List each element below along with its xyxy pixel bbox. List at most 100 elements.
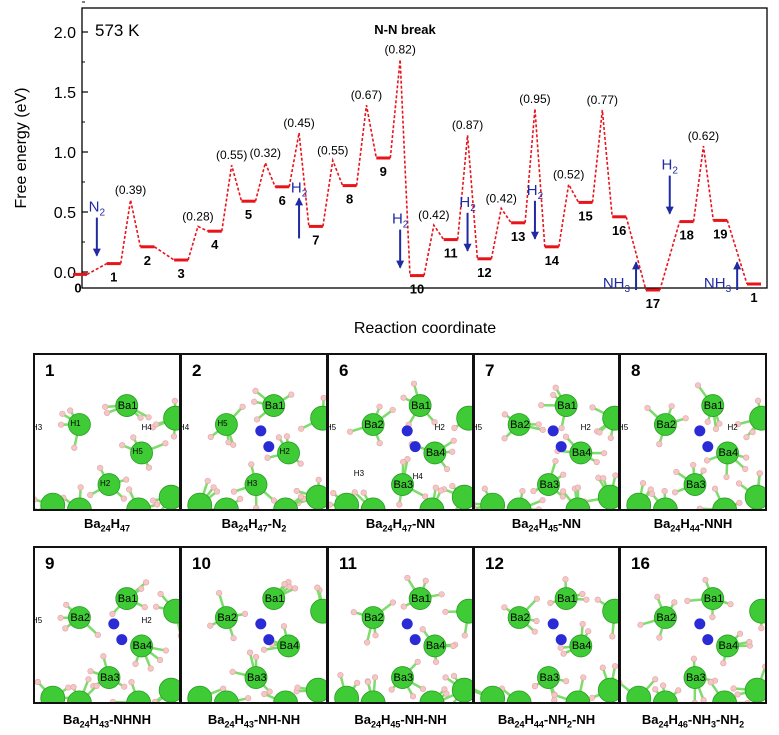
structure-formula: Ba24H44-NNH (653, 516, 733, 534)
atom-label: Ba1 (703, 399, 724, 412)
atom-label: H2 (279, 446, 290, 456)
energy-connector (153, 246, 175, 261)
atom-label: H1 (70, 418, 81, 428)
energy-connector (389, 59, 411, 276)
barrier-label: (0.87) (452, 118, 483, 132)
arrow-head (632, 261, 641, 270)
molecule-structure-image (187, 579, 326, 702)
state-label: 13 (511, 229, 525, 244)
arrow-head (733, 261, 742, 270)
panel-number: 8 (631, 361, 641, 380)
atom-label: H2 (727, 423, 738, 433)
structure-panel: Ba1 Ba2 Ba4 Ba3 10 (180, 546, 328, 704)
state-label: 6 (279, 193, 286, 208)
structure-formula: Ba24H47-NN (365, 516, 436, 534)
atom-label: H2 (141, 616, 152, 626)
plot-frame (81, 7, 768, 289)
atom-label: H5 (621, 423, 629, 433)
free-energy-chart: 0.0 0.5 1.0 1.5 2.0 Free energy (eV) Reaction … (13, 1, 768, 337)
atom-label: Ba4 (279, 639, 300, 652)
y-tick-label: 1.0 (54, 145, 76, 162)
atom-label: Ba1 (557, 592, 577, 605)
structure-panel: Ba1 Ba2 Ba4 Ba3 11 (327, 546, 474, 704)
x-axis-label: Reaction coordinate (354, 320, 496, 337)
structure-panel: Ba1 Ba2 Ba4 Ba3 16 (619, 546, 767, 704)
structure-panel: Ba1 H5 H2 H3 H4 2 (180, 353, 328, 511)
atom-label: Ba1 (264, 399, 285, 412)
energy-connector (456, 135, 479, 259)
energy-connector (659, 221, 681, 291)
energy-connector (119, 199, 142, 264)
barrier-label: (0.95) (519, 92, 550, 106)
y-tick-label: 0.0 (54, 265, 76, 282)
y-axis-label: Free energy (eV) (13, 88, 30, 209)
atom-label: H3 (35, 423, 43, 433)
panel-number: 7 (485, 361, 495, 380)
atom-label: Ba1 (264, 592, 285, 605)
atom-label: Ba1 (117, 399, 138, 412)
structure-formula: Ba24H43-NHNH (63, 712, 151, 730)
panel-number: 6 (339, 361, 349, 380)
molecule-structure-image (334, 574, 472, 702)
state-label: 1 (750, 290, 757, 305)
state-label: 12 (477, 265, 491, 280)
energy-connector (254, 160, 276, 202)
state-label: 19 (713, 226, 727, 241)
structure-formula: Ba24H45-NN (511, 516, 582, 534)
energy-connector (86, 262, 108, 276)
gas-label: N2 (89, 199, 106, 219)
energy-connector (726, 220, 748, 285)
structure-panel: Ba1 H1 H5 H2 H3 H4 1 (33, 353, 181, 511)
panel-number: 2 (192, 361, 202, 380)
atom-label: H4 (182, 423, 190, 433)
energy-connector (490, 206, 512, 259)
gas-label: NH3 (704, 275, 732, 295)
structure-formula: Ba24H46-NH3-NH2 (641, 712, 745, 730)
atom-label: H4 (141, 423, 152, 433)
y-tick-label: 0.5 (54, 205, 76, 222)
atom-label: Ba2 (656, 611, 676, 624)
atom-label: Ba3 (539, 671, 560, 684)
energy-connector (423, 223, 445, 276)
barrier-label: (0.45) (283, 116, 314, 130)
gas-label: H2 (392, 211, 409, 231)
atom-label: H5 (35, 616, 43, 626)
atom-label: Ba4 (571, 446, 592, 459)
panel-number: 11 (339, 554, 357, 573)
atom-label: Ba2 (364, 418, 384, 431)
structure-formula: Ba24H44-NH2-NH (497, 712, 596, 730)
molecule-structure-image (626, 382, 765, 509)
energy-connector (355, 105, 378, 186)
atom-label: Ba2 (70, 611, 90, 624)
structure-panel: Ba1 Ba2 Ba4 Ba3 H5 H2 7 (473, 353, 620, 511)
atom-label: Ba3 (393, 671, 414, 684)
atom-label: Ba2 (364, 611, 384, 624)
molecule-structure-image (329, 380, 472, 509)
energy-connector (322, 157, 344, 227)
molecule-structure-image (187, 387, 326, 509)
state-label: 15 (578, 208, 592, 223)
barrier-label: (0.42) (486, 191, 517, 205)
atom-label: H5 (217, 418, 228, 428)
gas-label: H2 (662, 157, 679, 177)
gas-label: H2 (527, 182, 544, 202)
arrow-head (396, 260, 405, 269)
arrow-head (463, 243, 472, 252)
energy-connector (187, 225, 209, 261)
atom-label: Ba4 (571, 639, 592, 652)
energy-connector (692, 145, 715, 222)
arrow-head (92, 248, 101, 257)
barrier-label: (0.42) (418, 208, 449, 222)
atom-label: H3 (353, 469, 365, 479)
atom-label: H5 (329, 423, 337, 433)
atom-label: Ba1 (703, 592, 724, 605)
barrier-label: (0.82) (384, 43, 415, 57)
state-label: 7 (312, 232, 319, 247)
atom-label: Ba2 (510, 611, 530, 624)
y-tick-label: 1.5 (54, 85, 76, 102)
atom-label: Ba4 (425, 639, 446, 652)
atom-label: H2 (100, 478, 111, 488)
atom-label: Ba1 (411, 592, 431, 605)
molecule-structure-image (35, 579, 179, 702)
atom-label: H3 (247, 478, 258, 488)
